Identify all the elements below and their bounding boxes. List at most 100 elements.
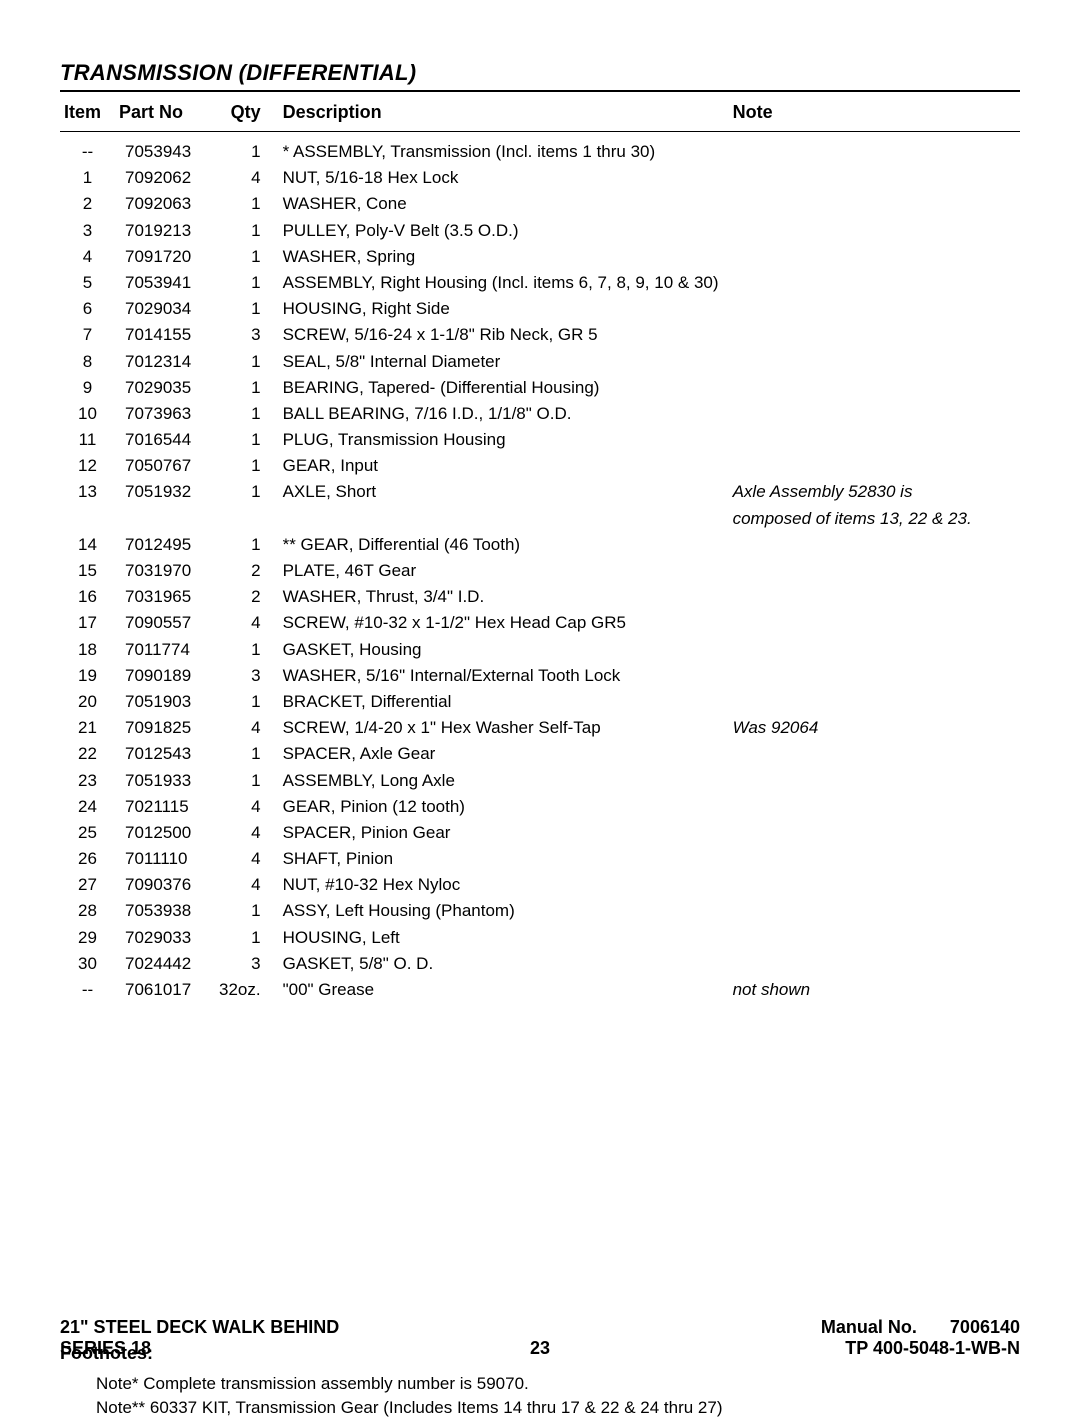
table-row: 2370519331ASSEMBLY, Long Axle: [60, 767, 1020, 793]
cell-qty: 1: [215, 296, 279, 322]
cell-qty: 2: [215, 558, 279, 584]
cell-qty: 4: [215, 715, 279, 741]
footnote-line: Note* Complete transmission assembly num…: [96, 1372, 1020, 1396]
page-footer: 21" STEEL DECK WALK BEHIND Manual No. 70…: [60, 1317, 1020, 1359]
cell-qty: 1: [215, 925, 279, 951]
cell-note: [729, 217, 1020, 243]
cell-item: 10: [60, 401, 115, 427]
cell-note: [729, 453, 1020, 479]
cell-qty: [215, 506, 279, 532]
cell-qty: 1: [215, 375, 279, 401]
table-row: 2870539381ASSY, Left Housing (Phantom): [60, 898, 1020, 924]
cell-desc: SCREW, #10-32 x 1-1/2" Hex Head Cap GR5: [279, 610, 729, 636]
cell-item: 6: [60, 296, 115, 322]
cell-qty: 4: [215, 846, 279, 872]
cell-part: 7016544: [115, 427, 215, 453]
cell-part: 7051933: [115, 767, 215, 793]
cell-qty: 3: [215, 951, 279, 977]
cell-part: [115, 506, 215, 532]
table-row: 2970290331HOUSING, Left: [60, 925, 1020, 951]
cell-note: [729, 898, 1020, 924]
cell-desc: HOUSING, Left: [279, 925, 729, 951]
table-row: 1470124951** GEAR, Differential (46 Toot…: [60, 532, 1020, 558]
cell-qty: 1: [215, 532, 279, 558]
cell-desc: ASSEMBLY, Right Housing (Incl. items 6, …: [279, 270, 729, 296]
cell-desc: GEAR, Input: [279, 453, 729, 479]
cell-note: [729, 191, 1020, 217]
cell-qty: 32oz.: [215, 977, 279, 1003]
col-note: Note: [729, 96, 1020, 132]
cell-part: 7092062: [115, 165, 215, 191]
cell-desc: SPACER, Axle Gear: [279, 741, 729, 767]
cell-desc: AXLE, Short: [279, 479, 729, 505]
cell-note: [729, 767, 1020, 793]
table-row: 2470211154GEAR, Pinion (12 tooth): [60, 794, 1020, 820]
cell-item: 29: [60, 925, 115, 951]
cell-note: [729, 794, 1020, 820]
cell-item: [60, 506, 115, 532]
cell-desc: GASKET, 5/8" O. D.: [279, 951, 729, 977]
cell-desc: PULLEY, Poly-V Belt (3.5 O.D.): [279, 217, 729, 243]
footer-manual-label: Manual No.: [821, 1317, 917, 1337]
cell-note: [729, 951, 1020, 977]
footnote-line: Note** 60337 KIT, Transmission Gear (Inc…: [96, 1396, 1020, 1420]
cell-desc: SPACER, Pinion Gear: [279, 820, 729, 846]
table-row: 1870117741GASKET, Housing: [60, 636, 1020, 662]
cell-part: 7090189: [115, 663, 215, 689]
cell-desc: PLUG, Transmission Housing: [279, 427, 729, 453]
table-row: 1370519321AXLE, ShortAxle Assembly 52830…: [60, 479, 1020, 505]
table-row: 570539411ASSEMBLY, Right Housing (Incl. …: [60, 270, 1020, 296]
cell-desc: SCREW, 5/16-24 x 1-1/8" Rib Neck, GR 5: [279, 322, 729, 348]
cell-item: 22: [60, 741, 115, 767]
footer-manual-no: 7006140: [950, 1317, 1020, 1337]
cell-part: 7090376: [115, 872, 215, 898]
cell-item: 8: [60, 348, 115, 374]
cell-part: 7051903: [115, 689, 215, 715]
cell-part: 7053938: [115, 898, 215, 924]
table-row: 2170918254SCREW, 1/4-20 x 1" Hex Washer …: [60, 715, 1020, 741]
cell-part: 7012314: [115, 348, 215, 374]
table-row: 870123141SEAL, 5/8" Internal Diameter: [60, 348, 1020, 374]
cell-desc: [279, 506, 729, 532]
cell-qty: 1: [215, 244, 279, 270]
cell-note: [729, 401, 1020, 427]
cell-item: 7: [60, 322, 115, 348]
cell-part: 7091720: [115, 244, 215, 270]
cell-part: 7021115: [115, 794, 215, 820]
table-row: 1070739631BALL BEARING, 7/16 I.D., 1/1/8…: [60, 401, 1020, 427]
cell-item: 17: [60, 610, 115, 636]
cell-part: 7029034: [115, 296, 215, 322]
cell-note: [729, 532, 1020, 558]
cell-qty: 1: [215, 427, 279, 453]
cell-desc: SCREW, 1/4-20 x 1" Hex Washer Self-Tap: [279, 715, 729, 741]
cell-part: 7090557: [115, 610, 215, 636]
cell-item: 27: [60, 872, 115, 898]
cell-qty: 1: [215, 132, 279, 166]
cell-qty: 2: [215, 584, 279, 610]
cell-qty: 3: [215, 663, 279, 689]
cell-desc: BALL BEARING, 7/16 I.D., 1/1/8" O.D.: [279, 401, 729, 427]
cell-item: 16: [60, 584, 115, 610]
cell-note: [729, 636, 1020, 662]
cell-item: 2: [60, 191, 115, 217]
cell-part: 7012543: [115, 741, 215, 767]
cell-part: 7012500: [115, 820, 215, 846]
cell-part: 7051932: [115, 479, 215, 505]
cell-note: [729, 741, 1020, 767]
cell-item: 14: [60, 532, 115, 558]
cell-part: 7012495: [115, 532, 215, 558]
cell-desc: NUT, #10-32 Hex Nyloc: [279, 872, 729, 898]
table-row: 2270125431SPACER, Axle Gear: [60, 741, 1020, 767]
cell-item: --: [60, 977, 115, 1003]
cell-qty: 1: [215, 479, 279, 505]
cell-item: --: [60, 132, 115, 166]
col-part: Part No: [115, 96, 215, 132]
cell-desc: NUT, 5/16-18 Hex Lock: [279, 165, 729, 191]
cell-item: 1: [60, 165, 115, 191]
footer-series: SERIES 18: [60, 1338, 151, 1359]
cell-part: 7011110: [115, 846, 215, 872]
footer-tp: TP 400-5048-1-WB-N: [845, 1338, 1020, 1359]
cell-note: [729, 610, 1020, 636]
cell-part: 7091825: [115, 715, 215, 741]
table-row: 1770905574SCREW, #10-32 x 1-1/2" Hex Hea…: [60, 610, 1020, 636]
